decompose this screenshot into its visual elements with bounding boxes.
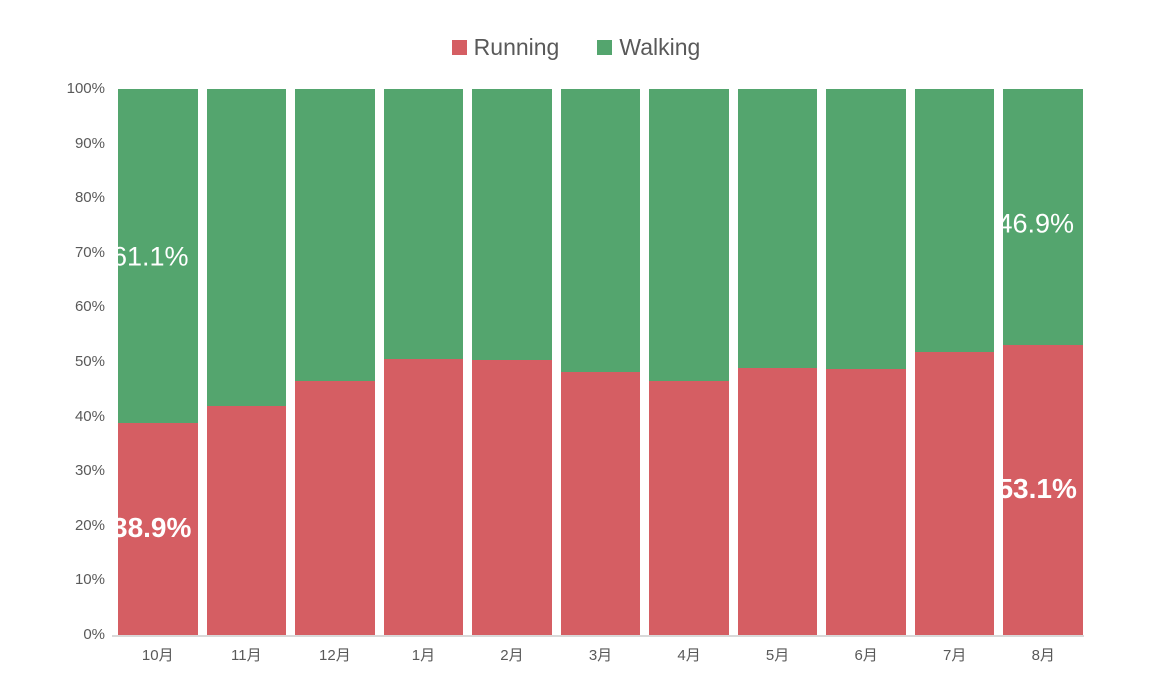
bar-7月: [914, 89, 995, 635]
running-swatch-icon: [451, 40, 467, 55]
x-tick-label: 11月: [231, 647, 262, 664]
bar-10月: 61.1% 38.9%: [112, 89, 198, 635]
bar-segment-running-4月[interactable]: [649, 380, 729, 635]
plot-area: 61.1% 38.9% 46.9% 53.1%: [112, 89, 1084, 635]
bar-5月: [737, 89, 818, 635]
bar-segment-walking-8月[interactable]: [1003, 89, 1084, 346]
bar-8月: 46.9% 53.1%: [997, 89, 1084, 635]
data-label-walking-10月: 61.1%: [112, 241, 189, 272]
bar-segment-walking-11月[interactable]: [206, 89, 287, 407]
bar-segment-running-6月[interactable]: [826, 368, 906, 635]
legend: Running Walking: [0, 36, 1152, 59]
x-tick-label: 2月: [500, 647, 524, 664]
y-tick-label: 20%: [74, 516, 105, 534]
y-axis: 100% 90% 80% 70% 60% 50% 40% 30% 20% 10% 0%: [28, 80, 105, 643]
y-tick-label: 100%: [66, 80, 105, 97]
bar-segment-walking-12月[interactable]: [295, 89, 375, 382]
bar-segment-running-8月[interactable]: [1003, 345, 1084, 635]
y-tick-label: 40%: [74, 407, 105, 425]
data-label-walking-8月: 46.9%: [997, 208, 1075, 239]
bar-segment-running-12月[interactable]: [295, 381, 375, 635]
y-tick-label: 0%: [83, 626, 105, 643]
x-tick-label: 5月: [765, 647, 790, 664]
x-tick-label: 12月: [319, 647, 351, 664]
legend-item-running[interactable]: Running: [451, 34, 560, 60]
y-tick-label: 80%: [74, 189, 105, 207]
bar-segment-running-3月[interactable]: [560, 371, 641, 635]
x-axis: 10月 11月 12月 1月 2月 3月 4月 5月 6月 7月 8月: [118, 646, 1083, 666]
x-axis-line: [112, 635, 1084, 637]
data-label-running-10月: 38.9%: [112, 511, 192, 543]
bar-4月: [649, 89, 729, 635]
bar-segment-running-2月[interactable]: [472, 359, 552, 635]
y-tick-label: 90%: [74, 134, 105, 152]
bar-segment-walking-3月[interactable]: [560, 89, 641, 372]
bar-segment-walking-1月[interactable]: [383, 89, 464, 359]
bar-11月: [206, 89, 287, 635]
y-tick-label: 50%: [74, 353, 105, 370]
bar-segment-running-5月[interactable]: [737, 368, 818, 635]
bar-segment-walking-5月[interactable]: [737, 89, 818, 368]
x-tick-label: 8月: [1031, 647, 1055, 664]
x-tick-label: 3月: [588, 647, 613, 664]
bar-12月: [295, 89, 375, 635]
x-tick-label: 7月: [943, 647, 967, 664]
bar-segment-running-1月[interactable]: [383, 358, 464, 635]
legend-item-walking[interactable]: Walking: [597, 36, 700, 59]
y-tick-label: 10%: [74, 571, 105, 589]
x-tick-label: 4月: [677, 647, 701, 664]
bar-segment-running-11月[interactable]: [206, 406, 287, 635]
bar-segment-walking-10月[interactable]: [118, 89, 198, 423]
bar-segment-running-7月[interactable]: [914, 352, 995, 635]
walking-swatch-icon: [597, 40, 613, 55]
data-label-running-8月: 53.1%: [997, 473, 1077, 505]
bar-6月: [826, 89, 906, 635]
bar-segment-walking-7月[interactable]: [914, 89, 995, 353]
y-tick-label: 70%: [74, 243, 105, 261]
bar-1月: [383, 89, 464, 635]
legend-label-walking: Walking: [619, 34, 701, 60]
bar-3月: [560, 89, 641, 635]
x-tick-label: 10月: [141, 647, 174, 664]
bars-container: 61.1% 38.9% 46.9% 53.1%: [112, 89, 1084, 635]
bar-2月: [472, 89, 552, 635]
x-tick-label: 1月: [411, 647, 436, 664]
bar-segment-walking-4月[interactable]: [649, 89, 729, 381]
legend-label-running: Running: [473, 34, 560, 60]
y-tick-label: 60%: [74, 298, 105, 316]
bar-segment-walking-6月[interactable]: [826, 89, 906, 369]
x-tick-label: 6月: [854, 647, 878, 664]
bar-segment-running-10月[interactable]: [118, 422, 198, 635]
y-tick-label: 30%: [74, 462, 105, 480]
bar-segment-walking-2月[interactable]: [472, 89, 552, 360]
